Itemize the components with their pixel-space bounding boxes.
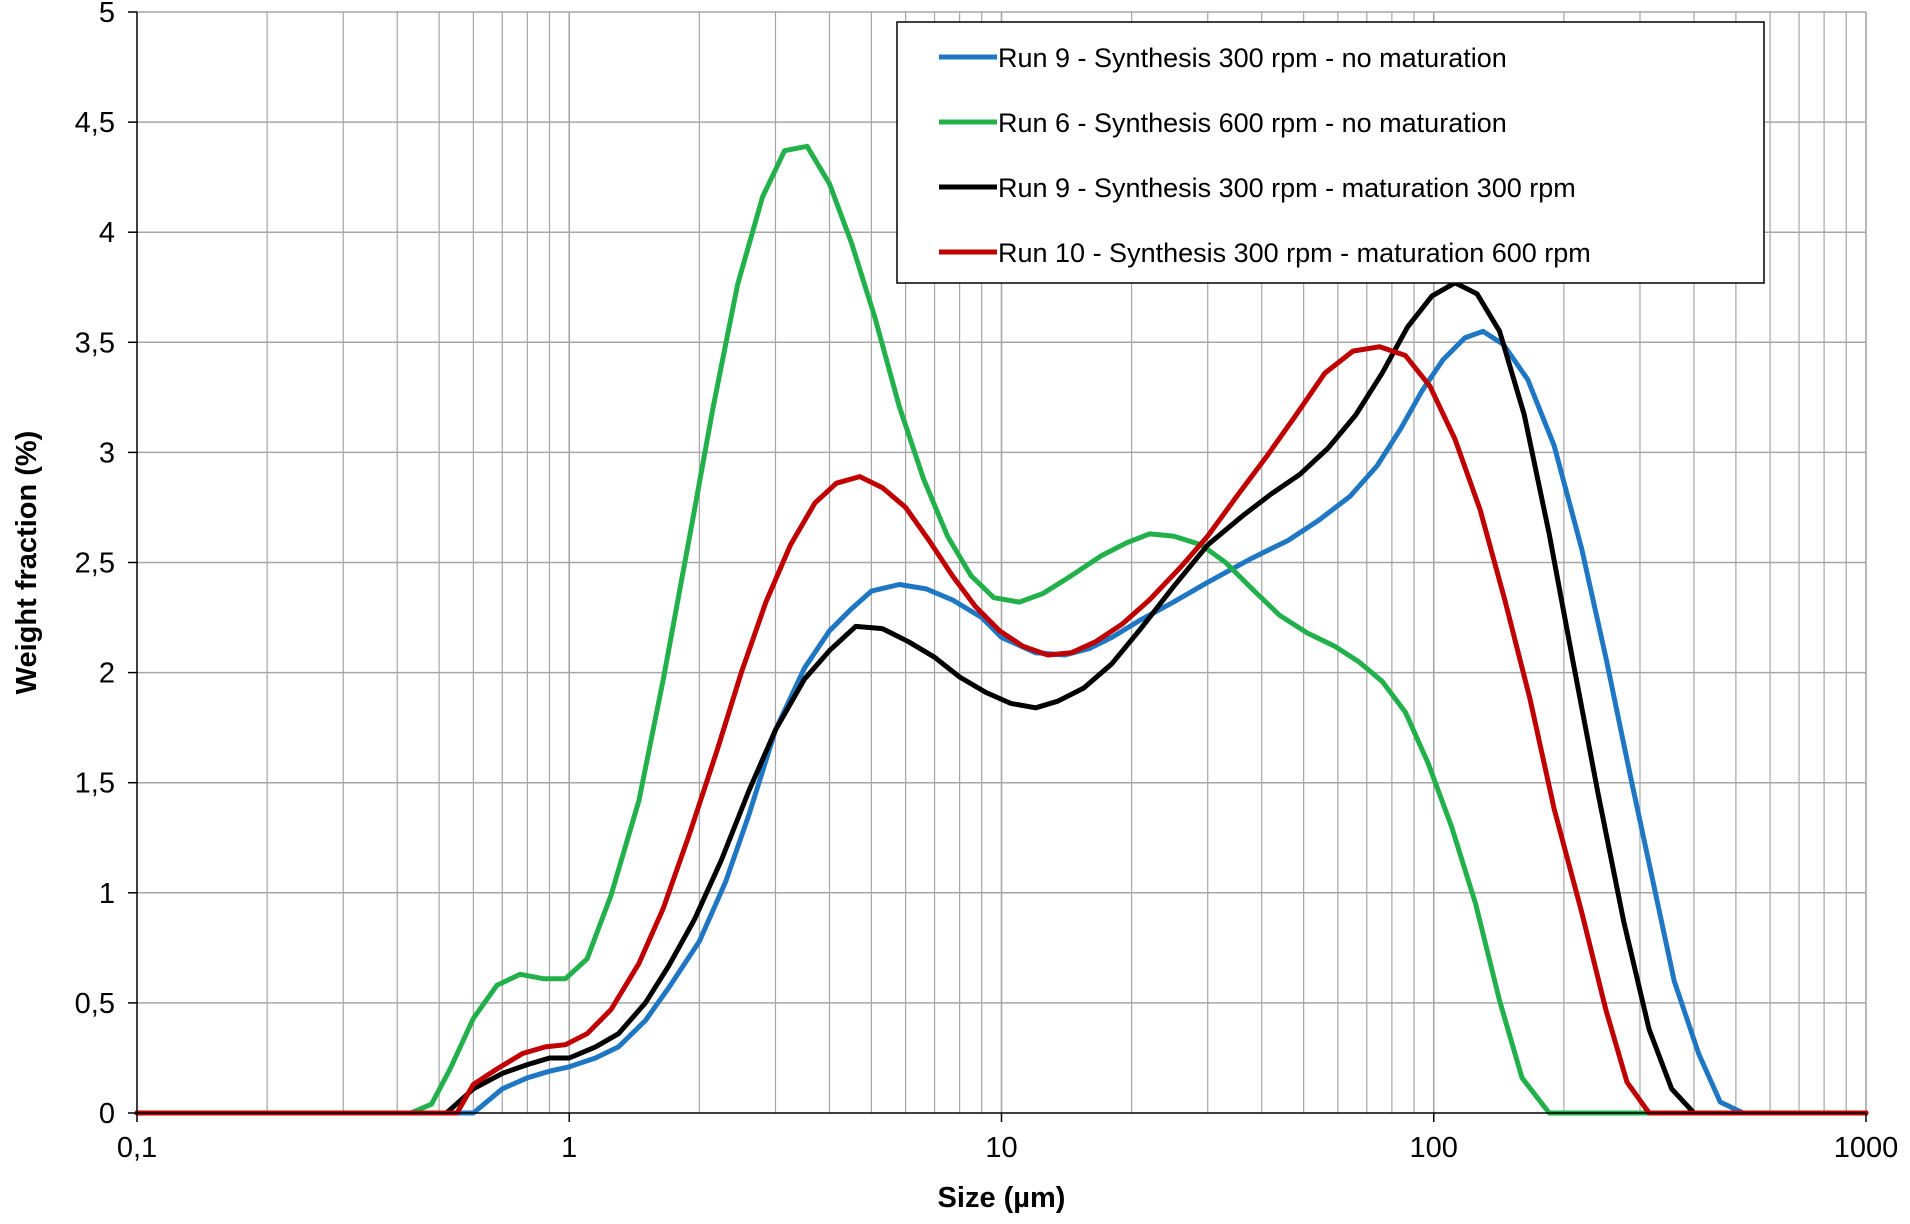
x-tick-label: 1000: [1834, 1132, 1899, 1164]
y-tick-label: 2,5: [75, 548, 115, 580]
legend-label-4: Run 10 - Synthesis 300 rpm - maturation …: [998, 238, 1591, 268]
series-line-4: [134, 344, 1869, 1116]
legend: Run 9 - Synthesis 300 rpm - no maturatio…: [896, 21, 1765, 284]
y-tick-label: 2: [99, 658, 115, 690]
legend-label-3: Run 9 - Synthesis 300 rpm - maturation 3…: [998, 173, 1576, 203]
y-axis-title: Weight fraction (%): [11, 431, 43, 695]
series-layer: [134, 143, 1869, 1116]
y-tick-label: 5: [99, 0, 115, 29]
x-axis-title: Size (µm): [938, 1182, 1066, 1214]
y-tick-label: 0,5: [75, 988, 115, 1020]
series-line-1: [134, 328, 1869, 1116]
x-tick-label: 100: [1410, 1132, 1458, 1164]
y-tick-label: 1: [99, 878, 115, 910]
y-tick-label: 4,5: [75, 107, 115, 139]
x-tick-labels: 0,1 1 10 100 1000: [117, 1132, 1898, 1164]
series-line-3: [134, 280, 1869, 1116]
y-tick-label: 0: [99, 1098, 115, 1130]
y-tick-label: 3: [99, 437, 115, 469]
y-tick-label: 1,5: [75, 768, 115, 800]
axes: [128, 11, 1867, 1122]
legend-label-1: Run 9 - Synthesis 300 rpm - no maturatio…: [998, 43, 1507, 73]
legend-box: [896, 21, 1765, 284]
x-tick-label: 10: [985, 1132, 1017, 1164]
y-tick-label: 4: [99, 217, 115, 249]
series-line-2: [134, 143, 1869, 1116]
legend-label-2: Run 6 - Synthesis 600 rpm - no maturatio…: [998, 108, 1507, 138]
x-tick-label: 0,1: [117, 1132, 157, 1164]
y-tick-label: 3,5: [75, 327, 115, 359]
x-tick-label: 1: [561, 1132, 577, 1164]
y-tick-labels: 0 0,5 1 1,5 2 2,5 3 3,5 4 4,5 5: [75, 0, 115, 1130]
